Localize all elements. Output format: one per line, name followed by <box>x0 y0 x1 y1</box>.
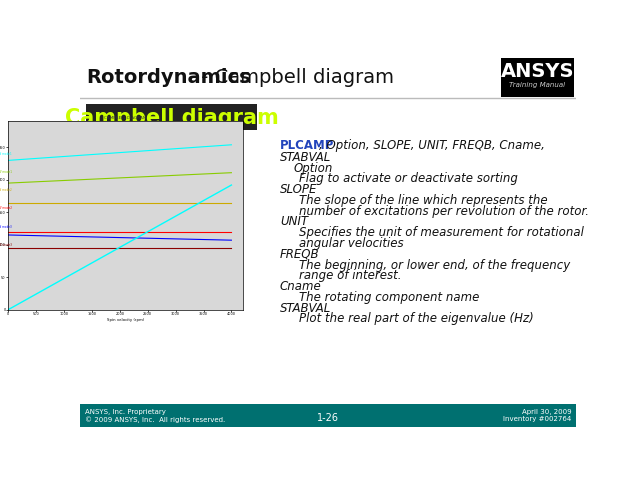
Text: 1-26: 1-26 <box>317 413 339 423</box>
Bar <box>86 104 257 130</box>
Text: Option: Option <box>294 162 333 175</box>
Text: ANSYS: ANSYS <box>500 62 574 81</box>
Text: Cname: Cname <box>280 280 322 293</box>
Text: © 2009 ANSYS, Inc.  All rights reserved.: © 2009 ANSYS, Inc. All rights reserved. <box>84 417 225 423</box>
Bar <box>80 404 576 427</box>
Text: BW mode1: BW mode1 <box>0 170 12 174</box>
Text: SLOPE: SLOPE <box>280 183 317 196</box>
Text: Plot the real part of the eigenvalue (Hz): Plot the real part of the eigenvalue (Hz… <box>298 312 533 325</box>
Text: PLCAMP: PLCAMP <box>280 139 334 152</box>
Text: , Option, SLOPE, UNIT, FREQB, Cname,: , Option, SLOPE, UNIT, FREQB, Cname, <box>319 139 545 152</box>
Text: The slope of the line which represents the: The slope of the line which represents t… <box>298 194 547 207</box>
Bar <box>501 59 575 97</box>
Text: The rotating component name: The rotating component name <box>298 291 479 304</box>
Text: FW mode3: FW mode3 <box>0 225 12 228</box>
Text: April 30, 2009: April 30, 2009 <box>522 409 572 416</box>
Text: Campbell diagram: Campbell diagram <box>65 108 278 129</box>
Text: BW mode3: BW mode3 <box>0 243 12 247</box>
X-axis label: Spin velocity (rpm): Spin velocity (rpm) <box>107 318 144 322</box>
Text: angular velocities: angular velocities <box>298 237 403 250</box>
Text: FW mode2: FW mode2 <box>0 188 12 192</box>
Text: number of excitations per revolution of the rotor.: number of excitations per revolution of … <box>298 204 589 217</box>
Text: The beginning, or lower end, of the frequency: The beginning, or lower end, of the freq… <box>298 259 570 272</box>
Text: BW mode2: BW mode2 <box>0 206 12 210</box>
Text: FREQB: FREQB <box>280 248 319 261</box>
Text: Flag to activate or deactivate sorting: Flag to activate or deactivate sorting <box>298 172 517 185</box>
Text: UNIT: UNIT <box>280 216 308 228</box>
Text: - Campbell diagram: - Campbell diagram <box>195 68 394 87</box>
Text: Inventory #002764: Inventory #002764 <box>503 417 572 422</box>
Text: STABVAL: STABVAL <box>280 302 332 315</box>
Title: CAMPBELL DIAGRAM: CAMPBELL DIAGRAM <box>104 116 147 120</box>
Text: Training Manual: Training Manual <box>509 83 565 88</box>
Text: STABVAL: STABVAL <box>280 151 332 164</box>
Text: ANSYS, Inc. Proprietary: ANSYS, Inc. Proprietary <box>84 409 166 416</box>
Text: range of interest.: range of interest. <box>298 269 401 282</box>
Text: Nelson-Vaugh on Symmetric Bearings: Nelson-Vaugh on Symmetric Bearings <box>88 298 206 303</box>
Text: Rotordynamics: Rotordynamics <box>86 68 251 87</box>
Bar <box>80 58 576 97</box>
Text: Specifies the unit of measurement for rotational: Specifies the unit of measurement for ro… <box>298 226 584 239</box>
Text: FW mode1: FW mode1 <box>0 152 12 156</box>
